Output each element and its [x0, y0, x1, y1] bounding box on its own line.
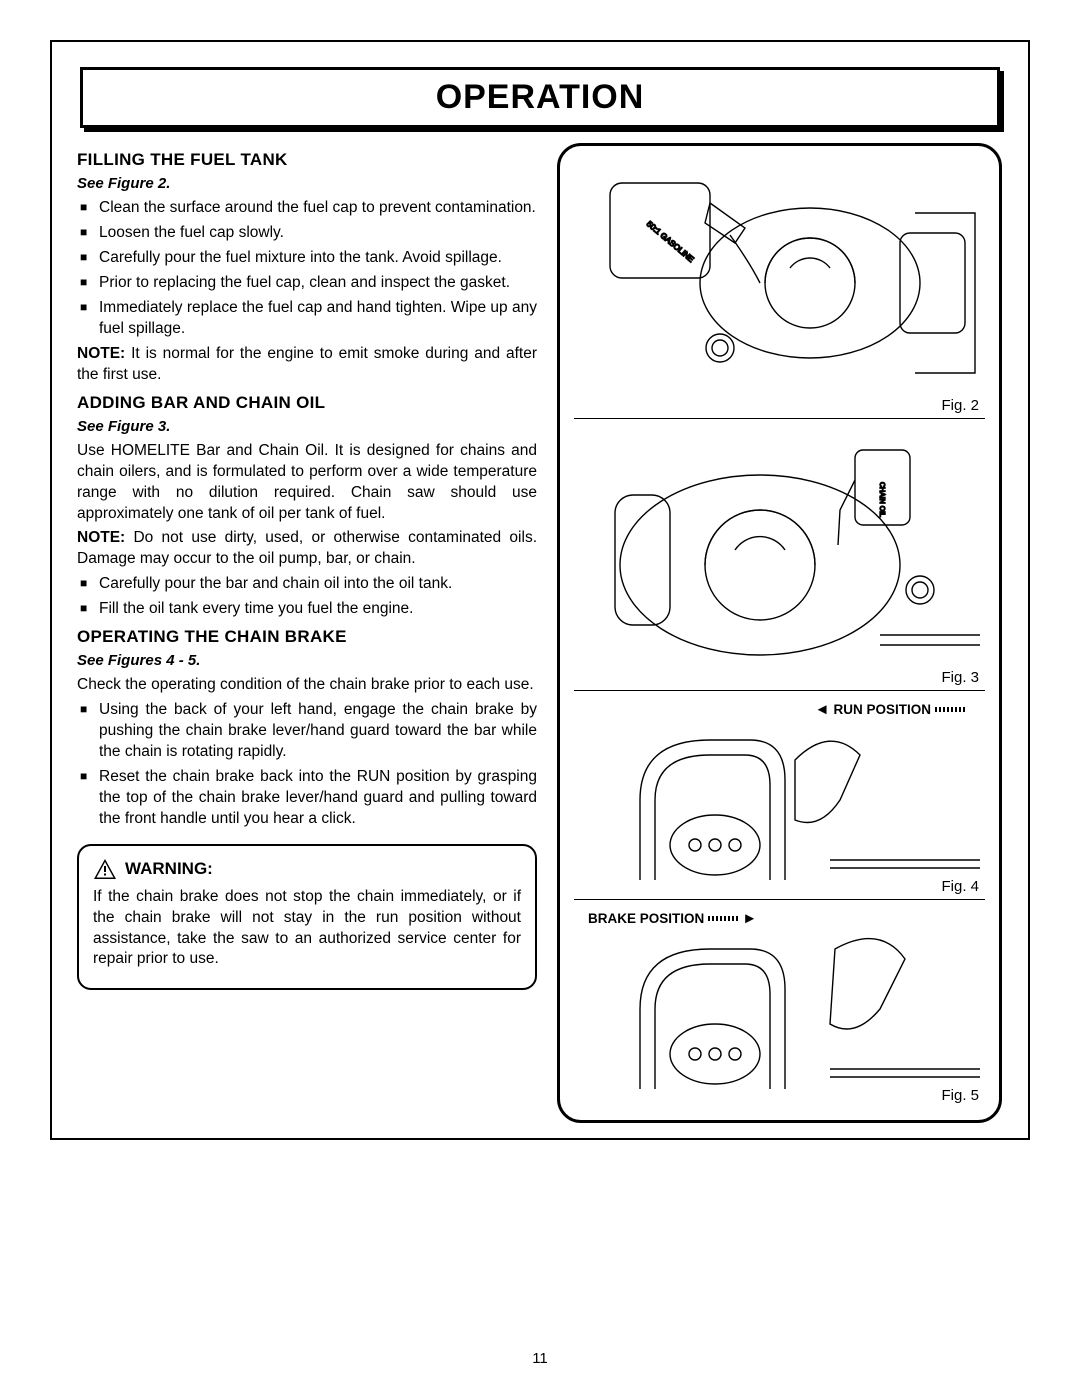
oil-para: Use HOMELITE Bar and Chain Oil. It is de… — [77, 441, 537, 525]
figure-frame: 50:1 GASOLINE Fig. 2 — [557, 143, 1002, 1123]
list-item: Clean the surface around the fuel cap to… — [77, 198, 537, 219]
figure-5-sketch — [580, 909, 980, 1099]
warning-head: WARNING: — [93, 858, 521, 881]
figure-4-caption: Fig. 4 — [941, 878, 979, 895]
figure-4: RUN POSITION Fig. 4 — [574, 691, 985, 900]
title-box: OPERATION — [80, 67, 1000, 128]
page-frame: OPERATION FILLING THE FUEL TANK See Figu… — [50, 40, 1030, 1140]
figure-4-sketch — [580, 700, 980, 890]
note-text: It is normal for the engine to emit smok… — [77, 345, 537, 383]
page-number: 11 — [0, 1350, 1080, 1367]
oil-label: CHAIN OIL — [878, 482, 885, 517]
bullets-fuel: Clean the surface around the fuel cap to… — [77, 198, 537, 340]
brake-position-callout: BRAKE POSITION — [588, 910, 757, 927]
warning-label: WARNING: — [125, 858, 213, 881]
list-item: Carefully pour the bar and chain oil int… — [77, 574, 537, 595]
list-item: Prior to replacing the fuel cap, clean a… — [77, 273, 537, 294]
warning-text: If the chain brake does not stop the cha… — [93, 887, 521, 971]
figure-2: 50:1 GASOLINE Fig. 2 — [574, 158, 985, 419]
figure-5: BRAKE POSITION Fig. 5 — [574, 900, 985, 1108]
left-column: FILLING THE FUEL TANK See Figure 2. Clea… — [77, 143, 537, 1123]
warning-icon — [93, 858, 117, 880]
note-oil: NOTE: Do not use dirty, used, or otherwi… — [77, 528, 537, 570]
list-item: Immediately replace the fuel cap and han… — [77, 298, 537, 340]
brake-para: Check the operating condition of the cha… — [77, 675, 537, 696]
run-position-callout: RUN POSITION — [815, 701, 965, 718]
seefig-2: See Figure 3. — [77, 417, 537, 437]
figure-2-sketch: 50:1 GASOLINE — [580, 173, 980, 403]
page-title: OPERATION — [83, 78, 997, 117]
figure-5-caption: Fig. 5 — [941, 1087, 979, 1104]
callout-text: RUN POSITION — [833, 702, 931, 717]
heading-fuel: FILLING THE FUEL TANK — [77, 149, 537, 172]
seefig-1: See Figure 2. — [77, 174, 537, 194]
bullets-brake: Using the back of your left hand, engage… — [77, 700, 537, 830]
list-item: Carefully pour the fuel mixture into the… — [77, 248, 537, 269]
note-fuel: NOTE: It is normal for the engine to emi… — [77, 344, 537, 386]
heading-oil: ADDING BAR AND CHAIN OIL — [77, 392, 537, 415]
callout-text: BRAKE POSITION — [588, 911, 704, 926]
fuel-label: 50:1 GASOLINE — [644, 219, 695, 264]
figure-2-caption: Fig. 2 — [941, 397, 979, 414]
figure-3-sketch: CHAIN OIL — [580, 435, 980, 675]
right-column: 50:1 GASOLINE Fig. 2 — [557, 143, 1002, 1123]
list-item: Fill the oil tank every time you fuel th… — [77, 599, 537, 620]
list-item: Reset the chain brake back into the RUN … — [77, 767, 537, 830]
bullets-oil: Carefully pour the bar and chain oil int… — [77, 574, 537, 620]
list-item: Loosen the fuel cap slowly. — [77, 223, 537, 244]
heading-brake: OPERATING THE CHAIN BRAKE — [77, 626, 537, 649]
note-text: Do not use dirty, used, or otherwise con… — [77, 529, 537, 567]
note-label: NOTE: — [77, 345, 125, 362]
seefig-3: See Figures 4 - 5. — [77, 651, 537, 671]
warning-box: WARNING: If the chain brake does not sto… — [77, 844, 537, 991]
figure-3-caption: Fig. 3 — [941, 669, 979, 686]
list-item: Using the back of your left hand, engage… — [77, 700, 537, 763]
note-label: NOTE: — [77, 529, 125, 546]
columns: FILLING THE FUEL TANK See Figure 2. Clea… — [52, 128, 1028, 1123]
figure-3: CHAIN OIL Fig. 3 — [574, 419, 985, 692]
